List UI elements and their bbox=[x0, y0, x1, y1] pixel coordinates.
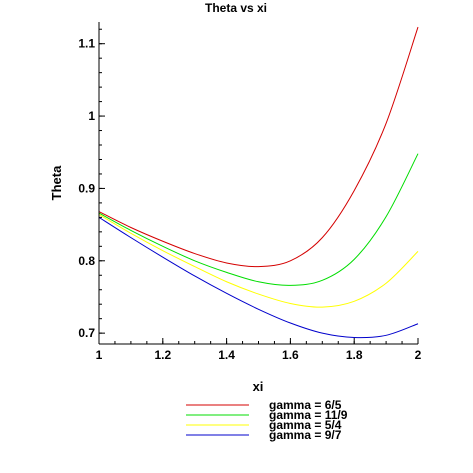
x-axis-label: xi bbox=[253, 379, 264, 394]
x-tick-label: 1 bbox=[96, 348, 103, 362]
x-tick-label: 1.8 bbox=[346, 348, 363, 362]
legend-label: gamma = 5/4 bbox=[269, 418, 342, 432]
legend-label: gamma = 6/5 bbox=[269, 398, 342, 412]
plot-lines bbox=[98, 26, 419, 339]
legend-label: gamma = 11/9 bbox=[269, 408, 348, 422]
x-tick-label: 1.4 bbox=[218, 348, 235, 362]
y-tick-label: 1.1 bbox=[78, 37, 95, 51]
y-tick-label: 1 bbox=[88, 109, 95, 123]
series-line-3 bbox=[98, 214, 419, 308]
y-tick-label: 0.9 bbox=[78, 181, 95, 195]
y-axis-label: Theta bbox=[49, 165, 64, 200]
x-tick-label: 2 bbox=[415, 348, 422, 362]
series-line-4 bbox=[98, 216, 419, 339]
x-tick-label: 1.2 bbox=[154, 348, 171, 362]
series-line-2 bbox=[98, 153, 419, 286]
x-ticks: 1 1.2 1.4 1.6 1.8 2 bbox=[96, 338, 422, 362]
legend-label: gamma = 9/7 bbox=[269, 428, 342, 442]
y-tick-label: 0.8 bbox=[78, 254, 95, 268]
series-line-1 bbox=[98, 26, 419, 268]
x-tick-label: 1.6 bbox=[282, 348, 299, 362]
chart-title: Theta vs xi bbox=[205, 1, 267, 15]
y-ticks: 0.7 0.8 0.9 1 1.1 bbox=[78, 28, 105, 340]
y-tick-label: 0.7 bbox=[78, 326, 95, 340]
